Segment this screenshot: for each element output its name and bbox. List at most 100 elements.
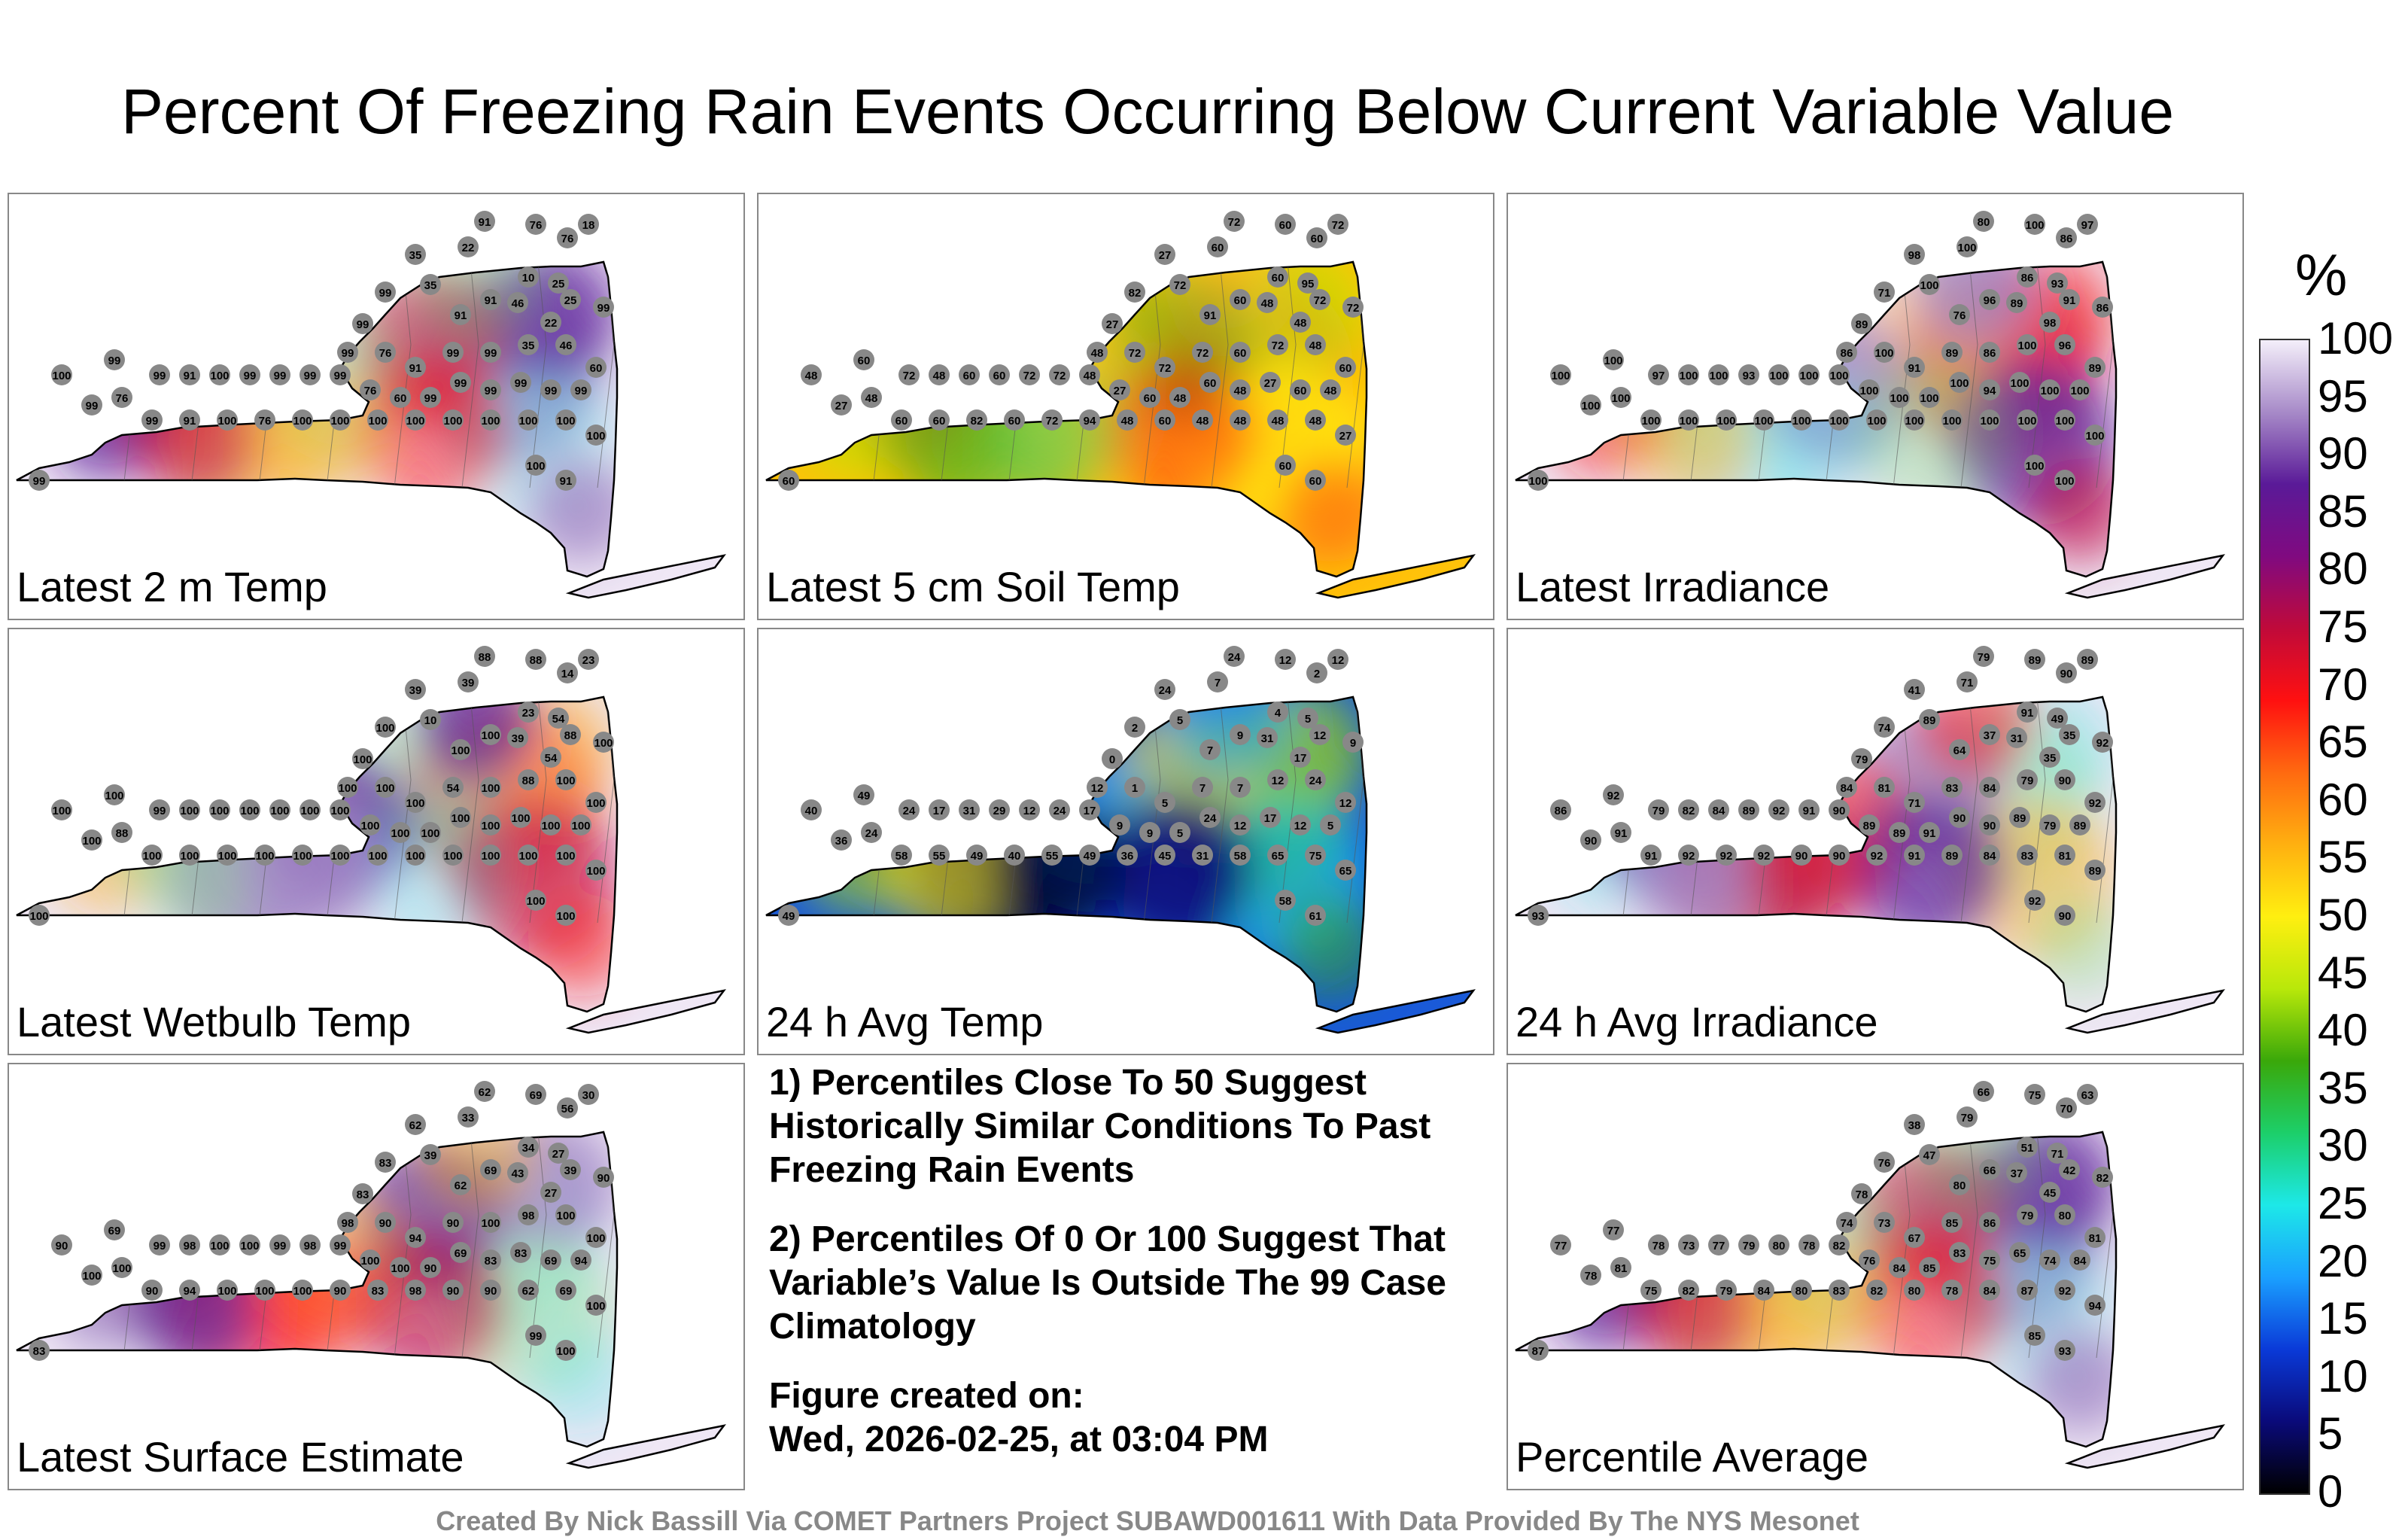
station-value: 80 bbox=[1773, 1240, 1786, 1252]
station-value: 48 bbox=[1234, 385, 1247, 397]
station-dot bbox=[1829, 799, 1850, 820]
station-value: 24 bbox=[1204, 812, 1217, 825]
station-marker: 80 bbox=[1791, 1280, 1812, 1301]
station-value: 84 bbox=[1893, 1262, 1906, 1275]
station-marker: 100 bbox=[1866, 409, 1887, 431]
station-marker: 99 bbox=[104, 349, 125, 370]
station-marker: 100 bbox=[2024, 455, 2045, 476]
station-value: 75 bbox=[1984, 1255, 1996, 1268]
station-dot bbox=[1290, 379, 1311, 400]
station-marker: 40 bbox=[801, 799, 822, 820]
station-dot bbox=[1603, 1219, 1624, 1240]
colorbar-tick-label: 0 bbox=[2318, 1466, 2343, 1517]
station-dot bbox=[510, 807, 531, 828]
station-value: 100 bbox=[481, 729, 500, 742]
station-value: 100 bbox=[556, 775, 575, 787]
station-marker: 86 bbox=[1836, 342, 1857, 363]
station-dot bbox=[1267, 845, 1288, 866]
station-marker: 100 bbox=[555, 769, 576, 790]
station-value: 91 bbox=[1204, 309, 1217, 322]
station-dot bbox=[1889, 387, 1910, 408]
station-marker: 91 bbox=[405, 357, 426, 378]
station-value: 100 bbox=[1679, 370, 1698, 382]
station-value: 100 bbox=[368, 415, 387, 428]
station-value: 85 bbox=[1923, 1262, 1936, 1275]
station-dot bbox=[518, 845, 539, 866]
station-value: 29 bbox=[993, 805, 1006, 817]
station-marker: 2 bbox=[1306, 662, 1327, 683]
station-marker: 81 bbox=[2084, 1227, 2105, 1248]
station-dot bbox=[209, 364, 230, 385]
station-dot bbox=[405, 845, 426, 866]
station-value: 100 bbox=[330, 415, 349, 428]
station-dot bbox=[1753, 1280, 1774, 1301]
station-value: 83 bbox=[515, 1247, 528, 1260]
station-marker: 96 bbox=[2054, 334, 2075, 355]
station-dot bbox=[104, 784, 125, 805]
station-marker: 85 bbox=[2024, 1325, 2045, 1346]
station-marker: 48 bbox=[1305, 334, 1326, 355]
station-marker: 90 bbox=[1979, 814, 2000, 835]
station-value: 54 bbox=[545, 752, 558, 765]
station-marker: 100 bbox=[405, 792, 426, 813]
station-value: 100 bbox=[526, 895, 545, 908]
station-value: 7 bbox=[1207, 744, 1213, 757]
station-value: 91 bbox=[479, 216, 491, 229]
station-dot bbox=[1979, 342, 2000, 363]
station-value: 84 bbox=[2074, 1255, 2087, 1268]
station-dot bbox=[2084, 425, 2105, 446]
station-value: 81 bbox=[2089, 1232, 2102, 1245]
station-dot bbox=[1973, 646, 1994, 667]
station-value: 100 bbox=[586, 430, 605, 443]
station-marker: 79 bbox=[1956, 1106, 1978, 1128]
station-dot bbox=[1124, 777, 1145, 798]
station-value: 60 bbox=[858, 355, 871, 367]
station-value: 89 bbox=[1893, 827, 1906, 840]
station-dot bbox=[2017, 1280, 2038, 1301]
station-dot bbox=[578, 1084, 599, 1105]
station-marker: 99 bbox=[239, 364, 260, 385]
station-marker: 72 bbox=[1124, 342, 1145, 363]
station-marker: 99 bbox=[525, 1325, 546, 1346]
station-dot bbox=[292, 1280, 313, 1301]
station-dot bbox=[1716, 845, 1737, 866]
station-marker: 100 bbox=[1829, 364, 1850, 385]
station-marker: 100 bbox=[141, 845, 163, 866]
contour-blob bbox=[415, 262, 536, 345]
station-value: 58 bbox=[895, 850, 908, 863]
station-marker: 30 bbox=[578, 1084, 599, 1105]
station-marker: 100 bbox=[375, 717, 396, 738]
station-marker: 86 bbox=[2092, 297, 2113, 318]
station-value: 76 bbox=[1878, 1157, 1891, 1170]
station-value: 17 bbox=[1084, 805, 1096, 817]
station-value: 99 bbox=[244, 370, 257, 382]
station-dot bbox=[1678, 364, 1699, 385]
station-dot bbox=[269, 799, 290, 820]
station-dot bbox=[2017, 769, 2038, 790]
station-dot bbox=[217, 845, 238, 866]
station-dot bbox=[442, 777, 464, 798]
station-value: 100 bbox=[52, 805, 71, 817]
station-marker: 12 bbox=[1267, 769, 1288, 790]
station-value: 91 bbox=[2021, 707, 2034, 720]
station-value: 4 bbox=[1275, 707, 1282, 720]
station-dot bbox=[2084, 860, 2105, 881]
station-marker: 56 bbox=[557, 1097, 578, 1119]
station-dot bbox=[1874, 777, 1895, 798]
station-marker: 93 bbox=[2047, 272, 2068, 294]
station-dot bbox=[1327, 649, 1348, 670]
station-marker: 91 bbox=[450, 304, 471, 325]
station-value: 99 bbox=[33, 475, 46, 488]
station-marker: 84 bbox=[1979, 777, 2000, 798]
station-value: 91 bbox=[1923, 827, 1936, 840]
station-dot bbox=[330, 409, 351, 431]
station-marker: 100 bbox=[2039, 379, 2060, 400]
station-value: 24 bbox=[1159, 684, 1172, 697]
station-dot bbox=[1260, 372, 1281, 393]
station-marker: 100 bbox=[209, 1234, 230, 1255]
station-value: 27 bbox=[545, 1187, 558, 1200]
station-value: 27 bbox=[835, 400, 848, 412]
station-marker: 100 bbox=[1528, 470, 1549, 491]
station-dot bbox=[1791, 409, 1812, 431]
station-value: 99 bbox=[108, 355, 121, 367]
